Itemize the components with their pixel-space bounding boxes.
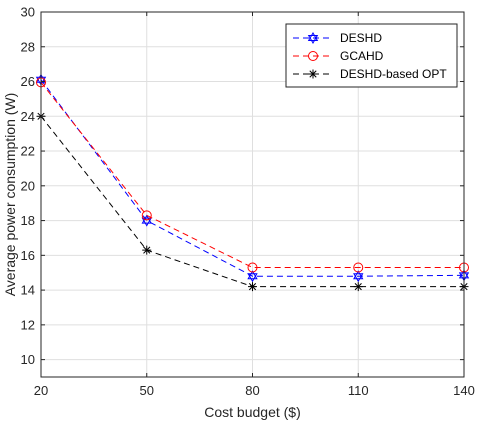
y-tick-label: 18 bbox=[21, 213, 35, 228]
legend-entry-label: DESHD-based OPT bbox=[340, 67, 447, 81]
hexagram-triangle-down bbox=[247, 273, 258, 283]
y-tick-label: 28 bbox=[21, 39, 35, 54]
hexagram-triangle-down bbox=[141, 217, 152, 227]
data-point bbox=[247, 270, 258, 283]
legend: DESHD GCAHD DESHD-based OPT bbox=[285, 23, 458, 88]
hexagram-triangle-up bbox=[353, 270, 364, 280]
hexagram-triangle-up bbox=[247, 270, 258, 280]
series-line bbox=[40, 82, 464, 268]
asterisk-stroke bbox=[354, 283, 362, 291]
data-point bbox=[142, 245, 152, 255]
data-point bbox=[353, 282, 363, 292]
asterisk-stroke bbox=[143, 246, 151, 254]
x-tick-label: 20 bbox=[34, 383, 48, 398]
y-tick-label: 26 bbox=[21, 74, 35, 89]
x-tick-label: 50 bbox=[140, 383, 154, 398]
y-tick-label: 12 bbox=[21, 317, 35, 332]
x-axis-label: Cost budget ($) bbox=[204, 404, 301, 420]
hexagram-triangle-down bbox=[307, 35, 319, 45]
legend-marker bbox=[308, 69, 318, 79]
asterisk-stroke bbox=[309, 70, 317, 78]
hexagram-triangle-down bbox=[353, 273, 364, 283]
legend-marker bbox=[308, 51, 318, 61]
y-tick-label: 10 bbox=[21, 352, 35, 367]
data-point bbox=[248, 282, 257, 292]
y-tick-label: 22 bbox=[21, 144, 35, 159]
data-point bbox=[353, 262, 364, 273]
y-tick-label: 20 bbox=[21, 178, 35, 193]
asterisk-stroke bbox=[248, 283, 257, 291]
legend-marker bbox=[307, 31, 319, 45]
y-axis-label: Average power consumption (W) bbox=[2, 93, 18, 297]
legend-entry-label: GCAHD bbox=[340, 49, 384, 63]
data-point bbox=[141, 210, 152, 221]
x-tick-label: 80 bbox=[245, 383, 259, 398]
y-tick-label: 16 bbox=[21, 248, 35, 263]
legend-entry-label: DESHD bbox=[340, 31, 382, 45]
hexagram-triangle-up bbox=[307, 31, 319, 41]
x-tick-label: 140 bbox=[453, 383, 475, 398]
series-line bbox=[40, 79, 465, 277]
data-point bbox=[247, 262, 258, 273]
y-tick-label: 14 bbox=[21, 283, 35, 298]
y-tick-label: 24 bbox=[21, 109, 35, 124]
data-point bbox=[353, 270, 364, 283]
grid-lines bbox=[40, 11, 465, 377]
tick-layer: 20 50 80 110 140 10 12 14 16 18 20 22 24 26 28 30 bbox=[21, 5, 475, 399]
y-tick-label: 30 bbox=[21, 5, 35, 20]
x-tick-label: 110 bbox=[348, 383, 369, 398]
